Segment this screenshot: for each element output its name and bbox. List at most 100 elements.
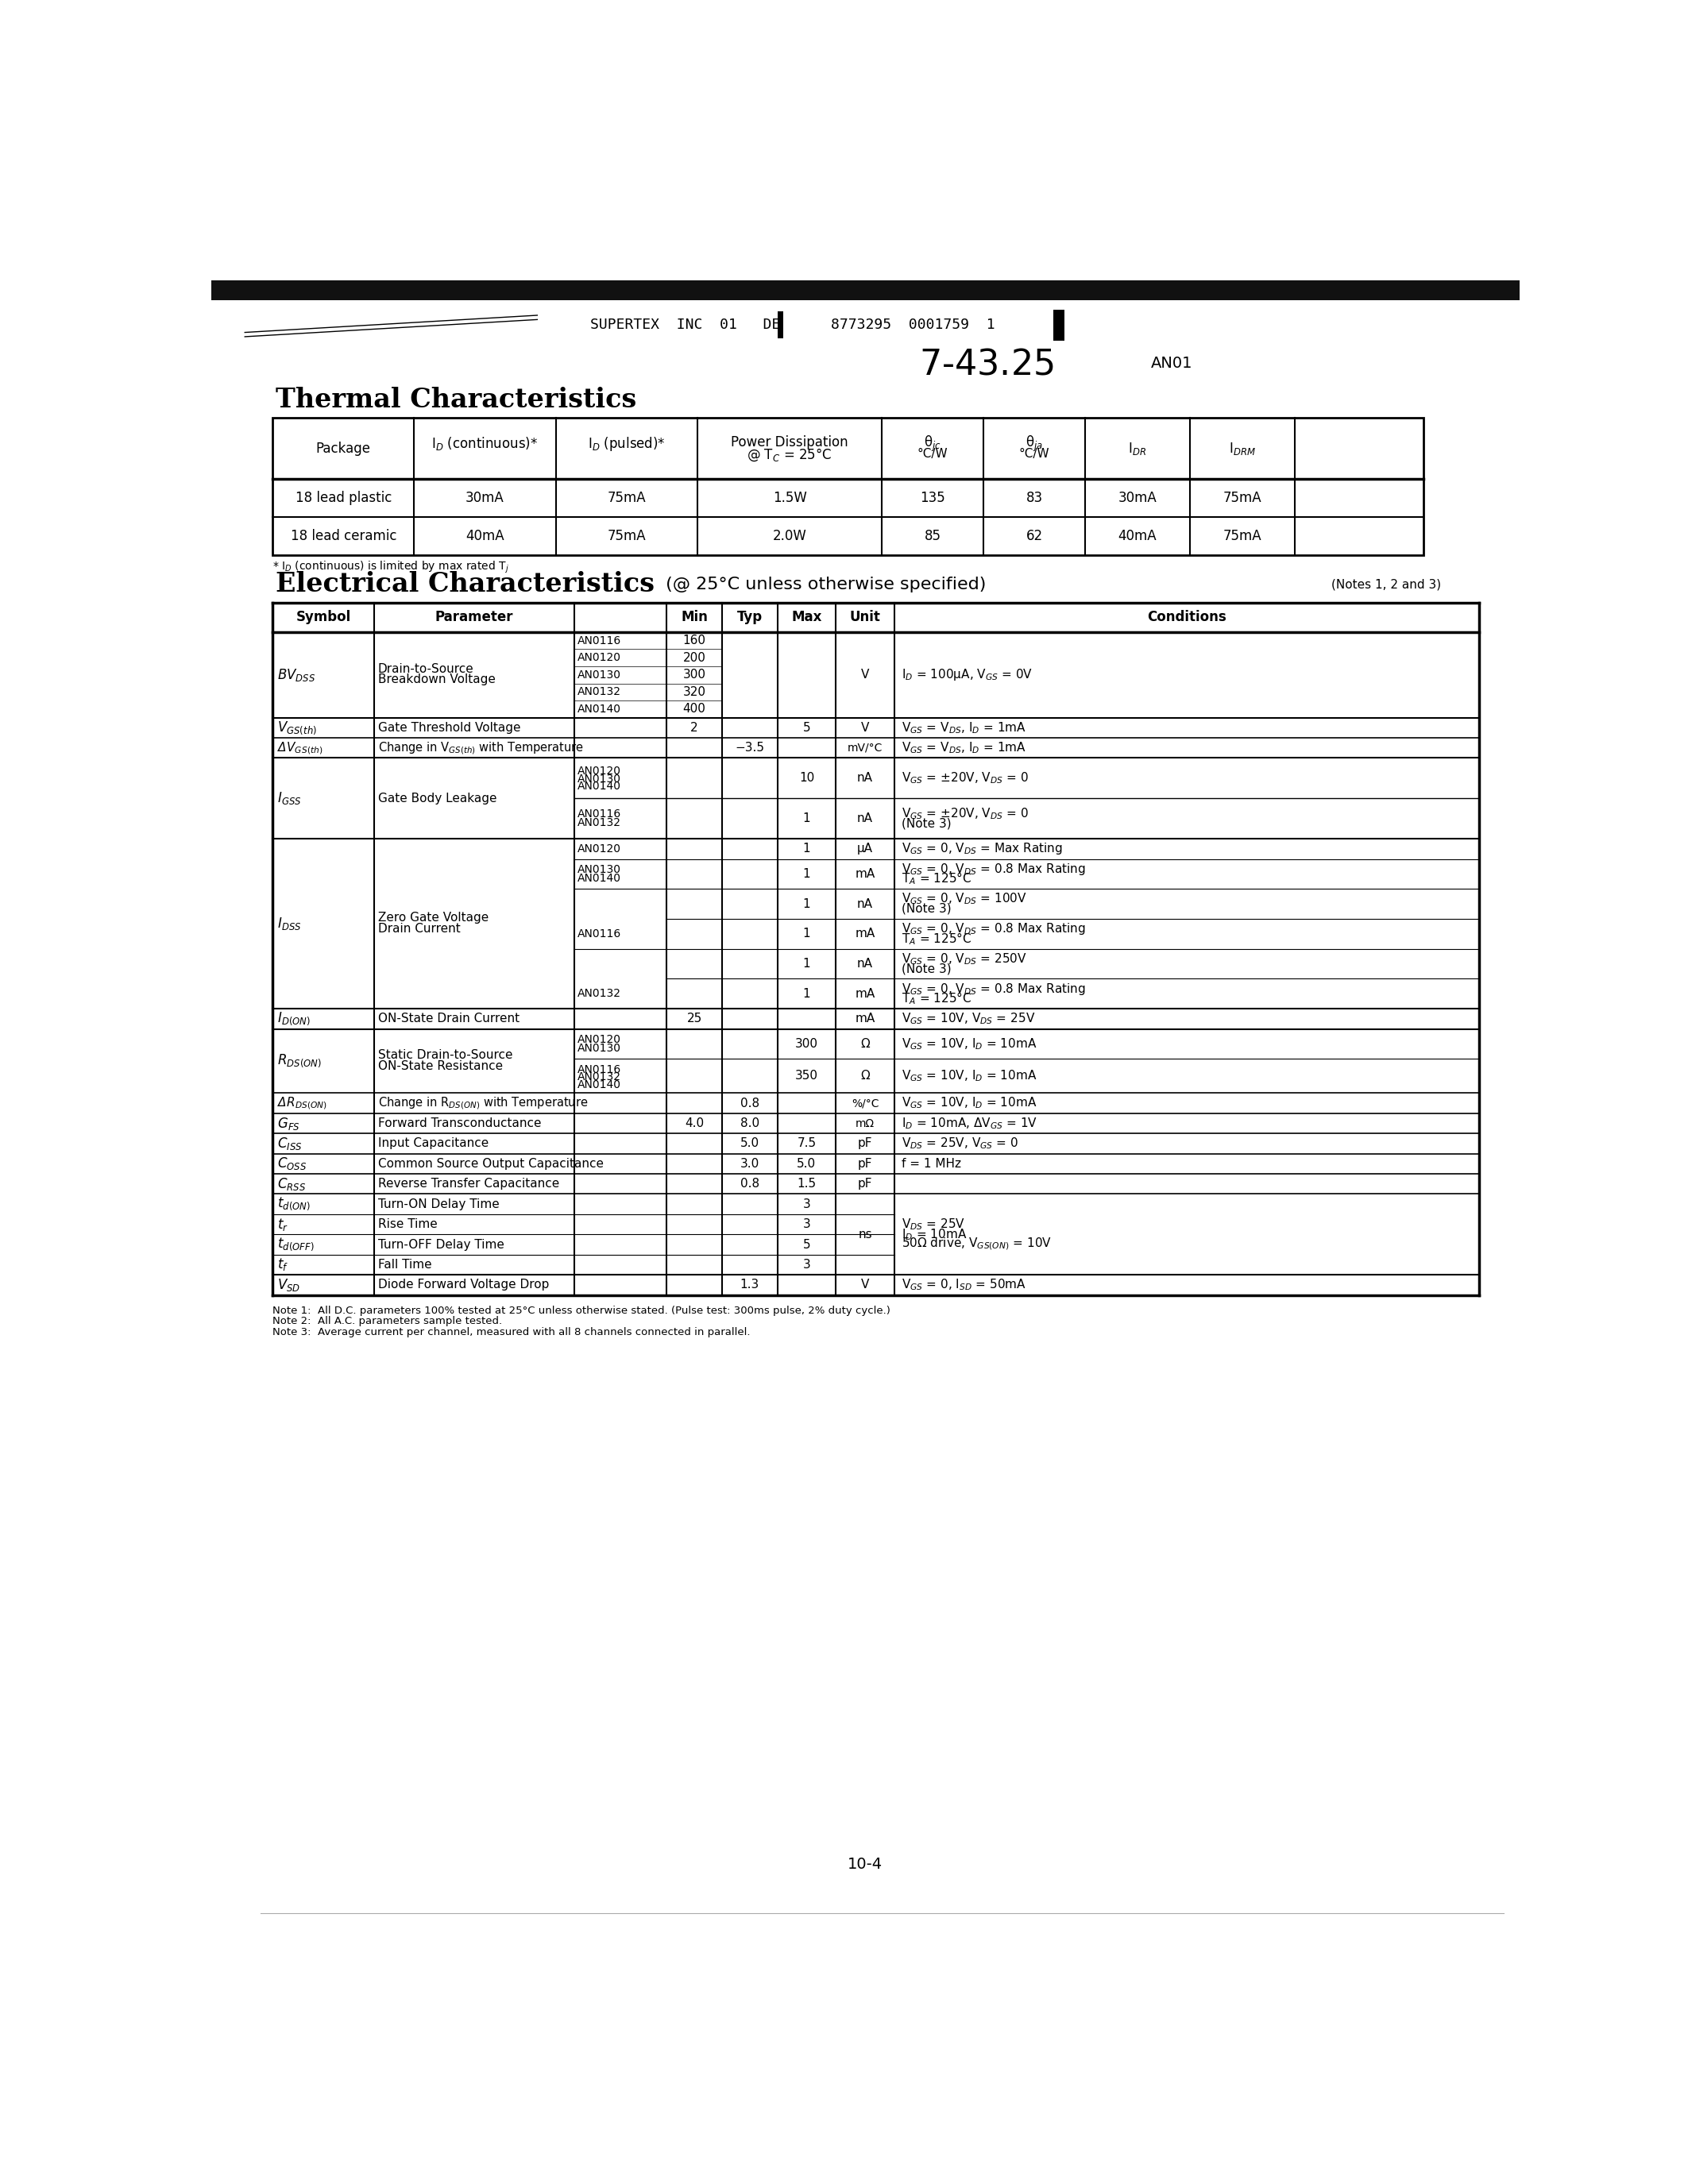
Text: 8773295  0001759  1: 8773295 0001759 1 (830, 319, 994, 332)
Text: V$_{GS(th)}$: V$_{GS(th)}$ (277, 719, 317, 736)
Text: 3.0: 3.0 (739, 1158, 760, 1171)
Text: mA: mA (856, 1013, 874, 1024)
Text: 5.0: 5.0 (797, 1158, 817, 1171)
Text: G$_{FS}$: G$_{FS}$ (277, 1116, 300, 1131)
Text: t$_{d(ON)}$: t$_{d(ON)}$ (277, 1197, 311, 1212)
Text: 2.0W: 2.0W (773, 529, 807, 544)
Text: 0.8: 0.8 (739, 1177, 760, 1190)
Text: SUPERTEX  INC  01   DE: SUPERTEX INC 01 DE (591, 319, 780, 332)
Text: BV$_{DSS}$: BV$_{DSS}$ (277, 666, 316, 684)
Text: AN0116: AN0116 (577, 1064, 621, 1075)
Text: V$_{GS}$ = 0, V$_{DS}$ = 0.8 Max Rating: V$_{GS}$ = 0, V$_{DS}$ = 0.8 Max Rating (901, 860, 1085, 876)
Text: 10: 10 (798, 773, 814, 784)
Text: 40mA: 40mA (466, 529, 505, 544)
Text: Min: Min (680, 609, 707, 625)
Text: 1.5: 1.5 (797, 1177, 817, 1190)
Text: Thermal Characteristics: Thermal Characteristics (275, 387, 636, 413)
Text: V$_{GS}$ = 0, I$_{SD}$ = 50mA: V$_{GS}$ = 0, I$_{SD}$ = 50mA (901, 1278, 1026, 1293)
Text: 1.3: 1.3 (739, 1280, 760, 1291)
Text: Breakdown Voltage: Breakdown Voltage (378, 675, 495, 686)
Text: Ω: Ω (861, 1037, 869, 1051)
Text: 1: 1 (803, 928, 810, 939)
Text: I$_{DSS}$: I$_{DSS}$ (277, 915, 302, 933)
Text: ΔR$_{DS(ON)}$: ΔR$_{DS(ON)}$ (277, 1096, 327, 1112)
Text: I$_D$ = 100μA, V$_{GS}$ = 0V: I$_D$ = 100μA, V$_{GS}$ = 0V (901, 668, 1033, 681)
Text: 10-4: 10-4 (847, 1856, 883, 1872)
Text: V$_{GS}$ = 10V, V$_{DS}$ = 25V: V$_{GS}$ = 10V, V$_{DS}$ = 25V (901, 1011, 1035, 1026)
Text: 300: 300 (682, 668, 706, 681)
Text: AN0120: AN0120 (577, 843, 621, 854)
Text: * I$_D$ (continuous) is limited by max rated T$_j$: * I$_D$ (continuous) is limited by max r… (272, 559, 510, 574)
Text: Diode Forward Voltage Drop: Diode Forward Voltage Drop (378, 1280, 549, 1291)
Text: μA: μA (858, 843, 873, 854)
Text: (Note 3): (Note 3) (901, 963, 952, 974)
Text: Symbol: Symbol (295, 609, 351, 625)
Text: pF: pF (858, 1158, 873, 1171)
Text: R$_{DS(ON)}$: R$_{DS(ON)}$ (277, 1053, 322, 1070)
Text: ON-State Resistance: ON-State Resistance (378, 1059, 503, 1072)
Text: °C/W: °C/W (918, 448, 949, 459)
Text: 320: 320 (682, 686, 706, 699)
Text: AN0120: AN0120 (577, 767, 621, 778)
Text: AN0120: AN0120 (577, 1033, 621, 1046)
Text: Reverse Transfer Capacitance: Reverse Transfer Capacitance (378, 1177, 559, 1190)
Bar (778, 310, 783, 339)
Text: Input Capacitance: Input Capacitance (378, 1138, 488, 1149)
Text: V$_{GS}$ = 0, V$_{DS}$ = Max Rating: V$_{GS}$ = 0, V$_{DS}$ = Max Rating (901, 841, 1063, 856)
Text: V$_{GS}$ = ±20V, V$_{DS}$ = 0: V$_{GS}$ = ±20V, V$_{DS}$ = 0 (901, 771, 1028, 786)
Text: Gate Threshold Voltage: Gate Threshold Voltage (378, 721, 520, 734)
Text: (@ 25°C unless otherwise specified): (@ 25°C unless otherwise specified) (660, 577, 986, 592)
Text: Max: Max (792, 609, 822, 625)
Text: AN0116: AN0116 (577, 636, 621, 646)
Text: 8.0: 8.0 (739, 1118, 760, 1129)
Text: °C/W: °C/W (1020, 448, 1050, 459)
Text: V: V (861, 1280, 869, 1291)
Text: V$_{DS}$ = 25V, V$_{GS}$ = 0: V$_{DS}$ = 25V, V$_{GS}$ = 0 (901, 1136, 1018, 1151)
Text: Drain-to-Source: Drain-to-Source (378, 662, 474, 675)
Text: AN0140: AN0140 (577, 703, 621, 714)
Text: I$_{D(ON)}$: I$_{D(ON)}$ (277, 1011, 311, 1026)
Text: Drain Current: Drain Current (378, 922, 461, 935)
Text: 1: 1 (803, 987, 810, 1000)
Text: 1.5W: 1.5W (773, 491, 807, 505)
Text: 5: 5 (803, 721, 810, 734)
Text: V$_{GS}$ = V$_{DS}$, I$_D$ = 1mA: V$_{GS}$ = V$_{DS}$, I$_D$ = 1mA (901, 721, 1026, 736)
Text: Note 3:  Average current per channel, measured with all 8 channels connected in : Note 3: Average current per channel, mea… (272, 1326, 751, 1337)
Text: AN0130: AN0130 (577, 1042, 621, 1053)
Text: Electrical Characteristics: Electrical Characteristics (275, 572, 655, 598)
Text: Gate Body Leakage: Gate Body Leakage (378, 793, 496, 804)
Text: 75mA: 75mA (1222, 529, 1261, 544)
Text: 1: 1 (803, 812, 810, 826)
Text: ΔV$_{GS(th)}$: ΔV$_{GS(th)}$ (277, 740, 322, 756)
Text: 40mA: 40mA (1117, 529, 1156, 544)
Text: 18 lead ceramic: 18 lead ceramic (290, 529, 397, 544)
Text: −3.5: −3.5 (734, 743, 765, 753)
Text: AN0120: AN0120 (577, 653, 621, 664)
Text: Note 2:  All A.C. parameters sample tested.: Note 2: All A.C. parameters sample teste… (272, 1317, 503, 1326)
Text: Note 1:  All D.C. parameters 100% tested at 25°C unless otherwise stated. (Pulse: Note 1: All D.C. parameters 100% tested … (272, 1306, 891, 1317)
Bar (272, 417, 1423, 555)
Text: AN0130: AN0130 (577, 865, 621, 876)
Text: (Notes 1, 2 and 3): (Notes 1, 2 and 3) (1332, 579, 1442, 590)
Text: 30mA: 30mA (466, 491, 505, 505)
Text: 400: 400 (682, 703, 706, 714)
Bar (211, 280, 1519, 299)
Text: 83: 83 (1026, 491, 1043, 505)
Text: 200: 200 (682, 651, 706, 664)
Text: AN01: AN01 (1151, 356, 1192, 371)
Text: $\mathit{7}$-$\mathit{43}$.$\mathit{25}$: $\mathit{7}$-$\mathit{43}$.$\mathit{25}$ (920, 347, 1053, 382)
Text: (Note 3): (Note 3) (901, 817, 952, 830)
Text: 7.5: 7.5 (797, 1138, 817, 1149)
Text: AN0130: AN0130 (577, 668, 621, 681)
Text: 4.0: 4.0 (685, 1118, 704, 1129)
Text: AN0116: AN0116 (577, 808, 621, 819)
Text: V$_{GS}$ = ±20V, V$_{DS}$ = 0: V$_{GS}$ = ±20V, V$_{DS}$ = 0 (901, 806, 1028, 821)
Text: V$_{GS}$ = 10V, I$_D$ = 10mA: V$_{GS}$ = 10V, I$_D$ = 10mA (901, 1068, 1036, 1083)
Text: f = 1 MHz: f = 1 MHz (901, 1158, 960, 1171)
Text: Ω: Ω (861, 1070, 869, 1081)
Text: Zero Gate Voltage: Zero Gate Voltage (378, 911, 488, 924)
Text: pF: pF (858, 1177, 873, 1190)
Text: Unit: Unit (849, 609, 881, 625)
Text: nA: nA (858, 812, 873, 826)
Text: Fall Time: Fall Time (378, 1258, 432, 1271)
